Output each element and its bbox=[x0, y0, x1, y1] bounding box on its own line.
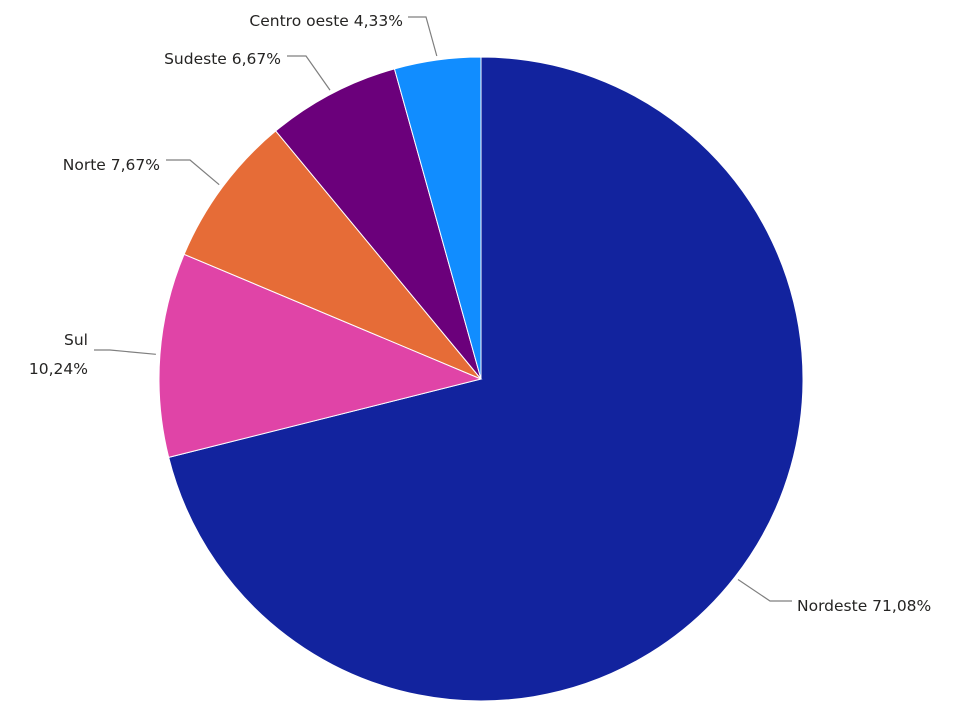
pie-slice-norte[interactable] bbox=[183, 130, 482, 380]
pie-slice-sul[interactable] bbox=[158, 253, 483, 458]
leader-lines bbox=[94, 16, 792, 602]
label-sul-name: Sul bbox=[64, 331, 88, 349]
pie-slices bbox=[158, 56, 804, 701]
pie-slice-sudeste[interactable] bbox=[275, 68, 482, 380]
leader-line-nordeste bbox=[737, 579, 792, 602]
label-sudeste: Sudeste 6,67% bbox=[164, 50, 281, 68]
label-sul-value: 10,24% bbox=[29, 360, 88, 378]
leader-line-norte bbox=[166, 159, 220, 186]
leader-line-sul bbox=[94, 349, 156, 355]
label-centro-oeste: Centro oeste 4,33% bbox=[249, 12, 403, 30]
label-norte: Norte 7,67% bbox=[63, 156, 160, 174]
pie-slice-centro-oeste[interactable] bbox=[393, 56, 482, 380]
pie-slice-nordeste[interactable] bbox=[168, 56, 804, 701]
leader-line-centro-oeste bbox=[408, 16, 438, 57]
leader-line-sudeste bbox=[287, 55, 331, 91]
label-nordeste: Nordeste 71,08% bbox=[797, 597, 931, 615]
